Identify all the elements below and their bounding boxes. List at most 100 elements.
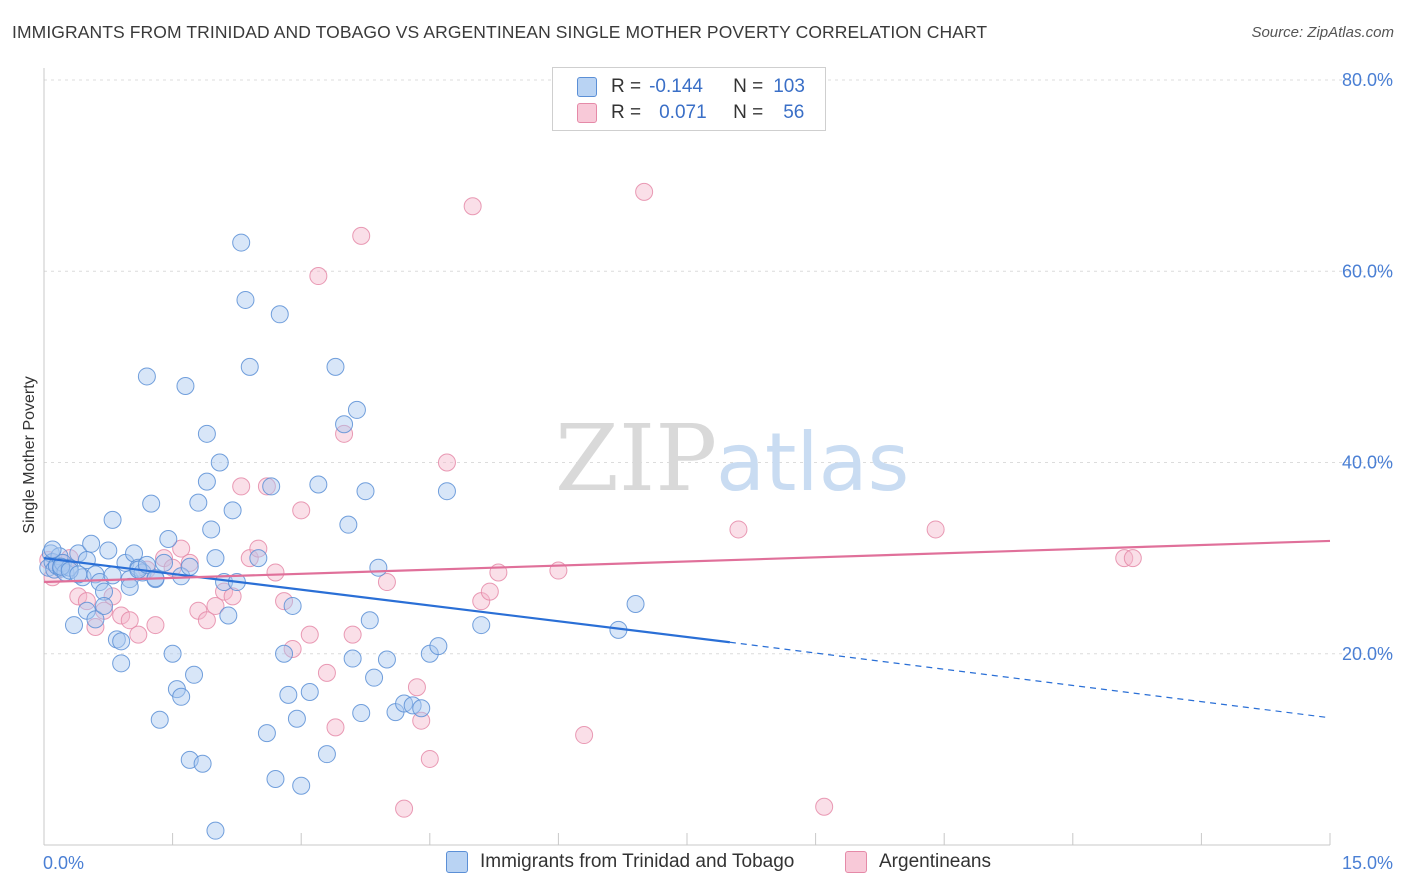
data-point — [275, 592, 294, 611]
legend-item-trinidad[interactable]: Immigrants from Trinidad and Tobago — [446, 851, 794, 873]
data-point — [193, 754, 212, 773]
data-point — [197, 472, 216, 491]
data-point — [86, 610, 105, 629]
data-point — [352, 704, 371, 723]
data-point — [815, 797, 834, 816]
legend-n-value: 103 — [773, 76, 805, 97]
data-point — [377, 573, 396, 592]
legend-r-value: -0.144 — [649, 76, 703, 97]
legend-r-label: R = — [611, 102, 642, 123]
data-point — [249, 549, 268, 568]
legend-n-value: 56 — [783, 102, 805, 123]
data-point — [129, 625, 148, 644]
data-point — [95, 596, 114, 615]
axes — [43, 68, 1331, 846]
data-point — [292, 776, 311, 795]
data-point — [309, 267, 328, 286]
data-point — [77, 592, 96, 611]
data-point — [197, 611, 216, 630]
data-point — [65, 616, 84, 635]
pink-swatch — [577, 103, 597, 123]
data-point — [52, 557, 71, 576]
data-point — [343, 649, 362, 668]
data-point — [377, 650, 396, 669]
data-point — [395, 799, 414, 818]
legend-item-label: Immigrants from Trinidad and Tobago — [480, 851, 795, 872]
argentineans-swatch — [845, 851, 867, 873]
legend-row-pink: R = 0.071 N = 56 — [577, 100, 804, 126]
data-point — [112, 632, 131, 651]
legend-item-argentineans[interactable]: Argentineans — [845, 851, 991, 873]
data-point — [262, 477, 281, 496]
data-point — [317, 663, 336, 682]
y-tick-label: 40.0% — [1342, 453, 1393, 473]
data-point — [300, 683, 319, 701]
data-point — [257, 477, 276, 496]
trinidad-trend-extension — [729, 641, 1331, 719]
trinidad-trend-line — [43, 557, 731, 644]
data-point — [112, 654, 131, 673]
data-point — [137, 555, 156, 574]
data-point — [412, 711, 431, 730]
data-point — [206, 596, 225, 615]
x-tick-label: 0.0% — [43, 853, 84, 873]
data-point — [926, 520, 945, 539]
data-point — [626, 595, 645, 614]
data-point — [176, 377, 195, 395]
data-point — [159, 530, 178, 548]
y-tick-label: 20.0% — [1342, 644, 1393, 664]
chart-title: IMMIGRANTS FROM TRINIDAD AND TOBAGO VS A… — [12, 22, 988, 42]
data-point — [472, 616, 491, 635]
data-point — [266, 563, 285, 582]
data-point — [412, 699, 431, 718]
data-point — [275, 644, 294, 663]
data-point — [137, 367, 156, 386]
data-point — [206, 549, 225, 568]
data-point — [437, 482, 456, 501]
data-point — [172, 539, 191, 558]
data-point — [279, 685, 298, 704]
data-point — [729, 520, 748, 539]
data-point — [232, 477, 251, 496]
data-point — [223, 501, 242, 520]
data-point — [437, 453, 456, 472]
data-point — [163, 644, 182, 663]
data-point — [420, 749, 439, 768]
data-point — [309, 475, 328, 494]
data-point — [103, 566, 122, 585]
data-point — [120, 577, 139, 596]
trinidad-points — [39, 233, 645, 840]
x-tick-label: 15.0% — [1342, 853, 1393, 873]
argentineans-points — [39, 182, 1142, 818]
data-point — [575, 726, 594, 745]
data-point — [339, 515, 358, 534]
data-point — [347, 400, 366, 419]
data-point — [240, 357, 259, 376]
y-axis-label: Single Mother Poverty — [21, 376, 38, 533]
trend-lines — [43, 539, 1331, 719]
legend-item-label: Argentineans — [879, 851, 991, 872]
data-point — [635, 182, 654, 201]
correlation-legend: R = -0.144 N = 103 R = 0.071 N = 56 — [552, 67, 826, 131]
data-point — [185, 665, 204, 684]
series-legend: Immigrants from Trinidad and Tobago Arge… — [0, 851, 1406, 877]
data-point — [317, 745, 336, 764]
data-point — [146, 616, 165, 635]
legend-n-label: N = — [733, 76, 764, 97]
data-point — [210, 453, 229, 472]
data-point — [112, 606, 131, 625]
data-point — [155, 553, 174, 572]
data-point — [292, 501, 311, 520]
data-point — [43, 540, 62, 559]
data-point — [283, 596, 302, 615]
data-point — [1123, 549, 1142, 568]
data-point — [343, 625, 362, 644]
y-tick-label: 60.0% — [1342, 261, 1393, 281]
data-point — [270, 305, 289, 324]
watermark-atlas: atlas — [716, 416, 909, 509]
data-point — [407, 678, 426, 697]
data-point — [283, 639, 302, 658]
data-point — [335, 415, 354, 434]
data-point — [180, 553, 199, 572]
data-point — [99, 541, 118, 560]
